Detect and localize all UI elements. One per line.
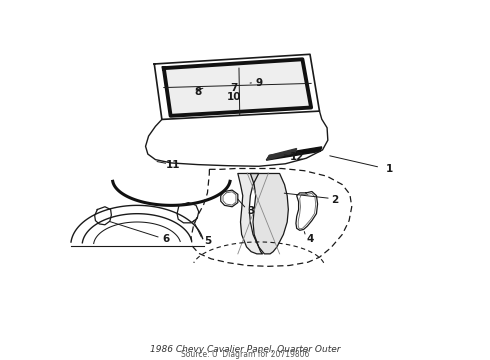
- Text: 4: 4: [306, 234, 314, 244]
- Text: 1986 Chevy Cavalier Panel, Quarter Outer: 1986 Chevy Cavalier Panel, Quarter Outer: [150, 345, 340, 354]
- Text: 3: 3: [247, 206, 255, 216]
- Polygon shape: [250, 174, 288, 254]
- Text: 11: 11: [166, 160, 180, 170]
- Text: 7: 7: [230, 82, 238, 93]
- Text: 10: 10: [227, 92, 241, 102]
- Text: 8: 8: [195, 87, 201, 97]
- Text: 12: 12: [290, 152, 304, 162]
- Polygon shape: [267, 149, 297, 159]
- Text: Source: U  Diagram for 20719806: Source: U Diagram for 20719806: [181, 350, 309, 359]
- Text: 9: 9: [255, 78, 262, 89]
- Text: 6: 6: [162, 234, 170, 244]
- Text: 2: 2: [331, 195, 338, 205]
- Polygon shape: [238, 174, 263, 254]
- Text: 5: 5: [204, 237, 211, 246]
- Text: 1: 1: [386, 164, 393, 174]
- Polygon shape: [164, 59, 311, 116]
- Polygon shape: [267, 147, 322, 160]
